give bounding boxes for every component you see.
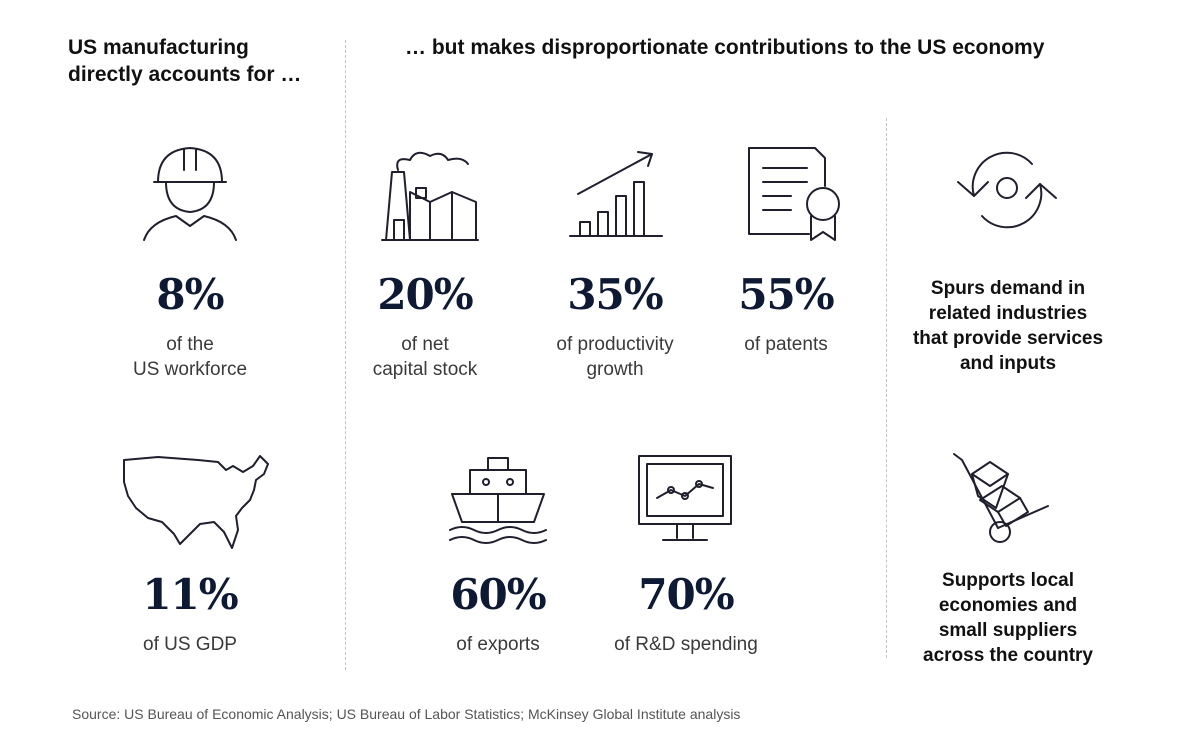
stat-value: 70% <box>638 570 734 619</box>
stat-desc: of the US workforce <box>132 334 248 380</box>
stat-capital-stock: 20% of net capital stock <box>373 270 478 382</box>
effect-supports-local: Supports local economies and small suppl… <box>923 570 1093 666</box>
patent-certificate-icon <box>745 146 845 242</box>
stat-desc: of net capital stock <box>372 334 478 380</box>
stat-desc: of patents <box>744 334 828 355</box>
hand-truck-icon <box>950 452 1054 546</box>
monitor-chart-icon <box>635 454 735 546</box>
stat-productivity: 35% of productivity growth <box>556 270 673 382</box>
stat-patents: 55% of patents <box>738 270 834 357</box>
right-heading: … but makes disproportionate contributio… <box>405 36 1045 59</box>
stat-value: 60% <box>450 570 546 619</box>
stat-value: 8% <box>156 270 224 319</box>
worker-hardhat-icon <box>140 140 240 241</box>
stat-value: 11% <box>142 570 238 619</box>
effect-spurs-demand: Spurs demand in related industries that … <box>912 278 1104 374</box>
stat-desc: of exports <box>456 634 540 655</box>
cargo-ship-icon <box>448 456 548 544</box>
divider-left <box>345 40 346 670</box>
stat-value: 35% <box>567 270 663 319</box>
source-note: Source: US Bureau of Economic Analysis; … <box>72 706 741 722</box>
stat-value: 20% <box>377 270 473 319</box>
stat-exports: 60% of exports <box>450 570 546 657</box>
factory-icon <box>380 148 480 241</box>
growth-chart-icon <box>568 150 664 240</box>
divider-right <box>886 118 887 658</box>
cycle-arrows-icon <box>952 144 1062 236</box>
stat-rd-spending: 70% of R&D spending <box>614 570 758 657</box>
stat-desc: of productivity growth <box>556 334 674 380</box>
stat-desc: of US GDP <box>143 634 237 655</box>
stat-workforce: 8% of the US workforce <box>133 270 247 382</box>
stat-gdp: 11% of US GDP <box>142 570 238 657</box>
left-heading: US manufacturing directly accounts for … <box>68 36 302 86</box>
stat-value: 55% <box>738 270 834 319</box>
us-map-icon <box>118 452 273 552</box>
stat-desc: of R&D spending <box>614 634 758 655</box>
